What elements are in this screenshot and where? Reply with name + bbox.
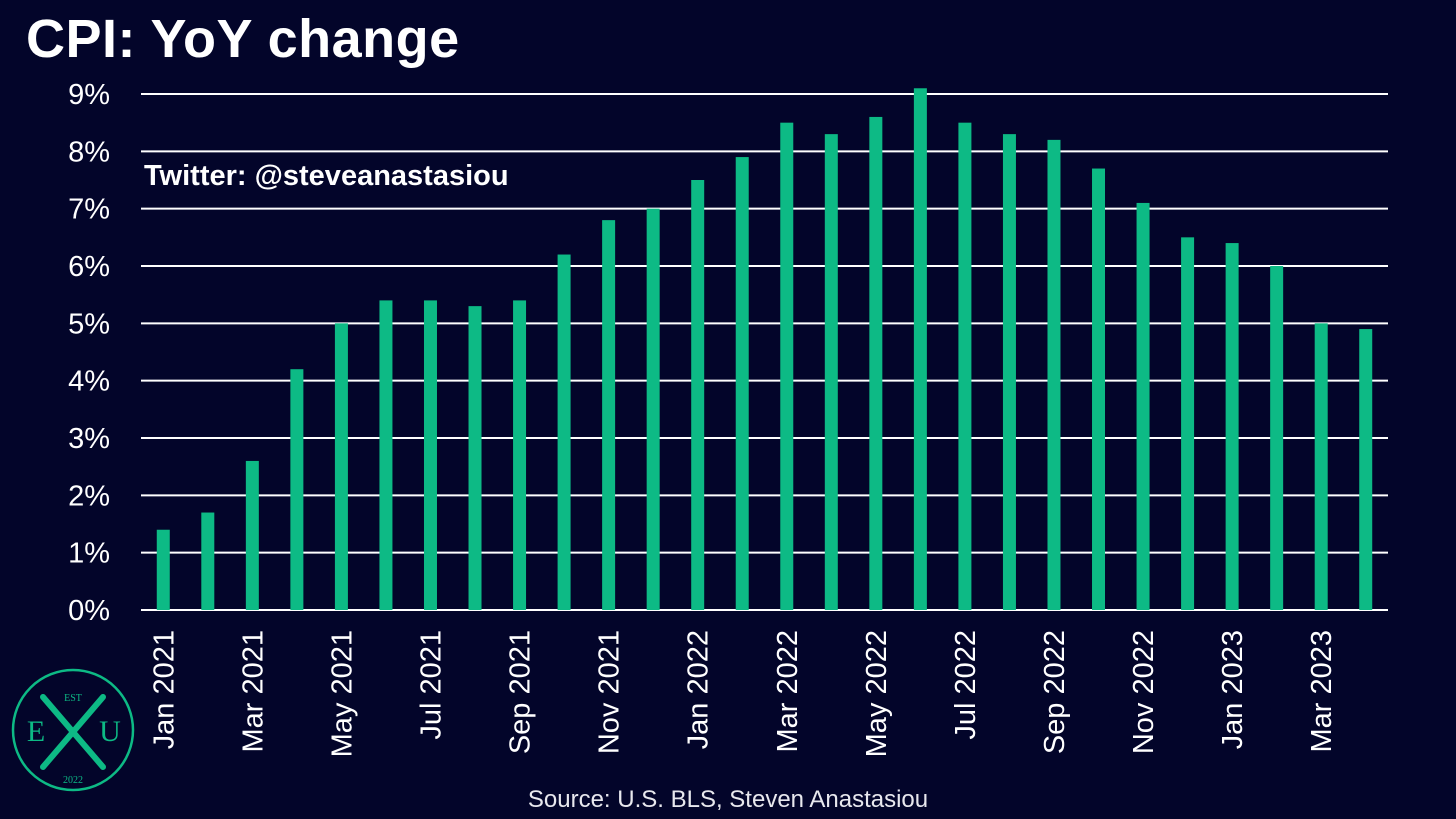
logo-letter-e: E [27, 715, 45, 748]
x-tick-label: May 2022 [861, 630, 893, 757]
x-tick-label: Mar 2021 [237, 630, 269, 753]
logo-letter-u: U [99, 715, 121, 748]
bar [1359, 329, 1373, 610]
bar [691, 180, 705, 610]
y-tick-label: 3% [68, 423, 110, 455]
y-tick-label: 7% [68, 194, 110, 226]
bar [958, 122, 972, 611]
bar [1225, 243, 1239, 611]
twitter-handle: Twitter: @steveanastasiou [144, 160, 509, 192]
x-tick-label: Nov 2021 [594, 630, 626, 754]
y-tick-label: 5% [68, 308, 110, 340]
bar [1092, 168, 1106, 611]
y-tick-label: 4% [68, 366, 110, 398]
exu-logo: EST E U 2022 [11, 668, 135, 792]
bar [334, 323, 348, 610]
bar [290, 369, 304, 610]
x-tick-label: Nov 2022 [1128, 630, 1160, 754]
bar [1181, 237, 1195, 611]
y-tick-label: 8% [68, 136, 110, 168]
bar [1314, 323, 1328, 610]
bar [379, 300, 393, 610]
x-tick-label: May 2021 [326, 630, 358, 757]
y-axis-ticks: 0% 1% 2% 3% 4% 5% 6% 7% 8% 9% [68, 79, 110, 627]
bars [156, 88, 1373, 611]
bar [1002, 134, 1016, 610]
y-tick-label: 9% [68, 79, 110, 111]
gridlines [141, 93, 1388, 611]
y-tick-label: 0% [68, 595, 110, 627]
bar [780, 122, 794, 611]
bar [423, 300, 437, 610]
bar [869, 116, 883, 610]
x-tick-label: Jan 2021 [148, 630, 180, 749]
y-tick-label: 2% [68, 480, 110, 512]
bar [557, 254, 571, 611]
y-tick-label: 1% [68, 538, 110, 570]
bar [245, 460, 259, 610]
x-axis-ticks: Jan 2021 Mar 2021 May 2021 Jul 2021 Sep 2021… [148, 630, 1338, 757]
bar [735, 157, 749, 611]
bar [1047, 139, 1061, 610]
bar [602, 220, 616, 610]
x-tick-label: Jul 2021 [415, 630, 447, 740]
bar [824, 134, 838, 610]
bar [913, 88, 927, 611]
chart-title: CPI: YoY change [26, 9, 460, 69]
bar [156, 529, 170, 610]
x-tick-label: Jan 2022 [683, 630, 715, 749]
logo-est: EST [64, 693, 82, 704]
y-tick-label: 6% [68, 251, 110, 283]
bar [1136, 202, 1150, 610]
x-tick-label: Mar 2022 [772, 630, 804, 753]
bar [1270, 266, 1284, 610]
bar [646, 208, 660, 610]
x-tick-label: Sep 2022 [1039, 630, 1071, 754]
logo-x-stroke-2 [40, 694, 106, 770]
bar [468, 306, 482, 610]
source-note: Source: U.S. BLS, Steven Anastasiou [527, 786, 929, 813]
bar [513, 300, 527, 610]
bar [201, 512, 215, 610]
logo-ring [11, 668, 135, 792]
x-tick-label: Jan 2023 [1217, 630, 1249, 749]
logo-year: 2022 [63, 775, 83, 786]
x-tick-label: Jul 2022 [950, 630, 982, 740]
x-tick-label: Sep 2021 [505, 630, 537, 754]
x-tick-label: Mar 2023 [1306, 630, 1338, 753]
